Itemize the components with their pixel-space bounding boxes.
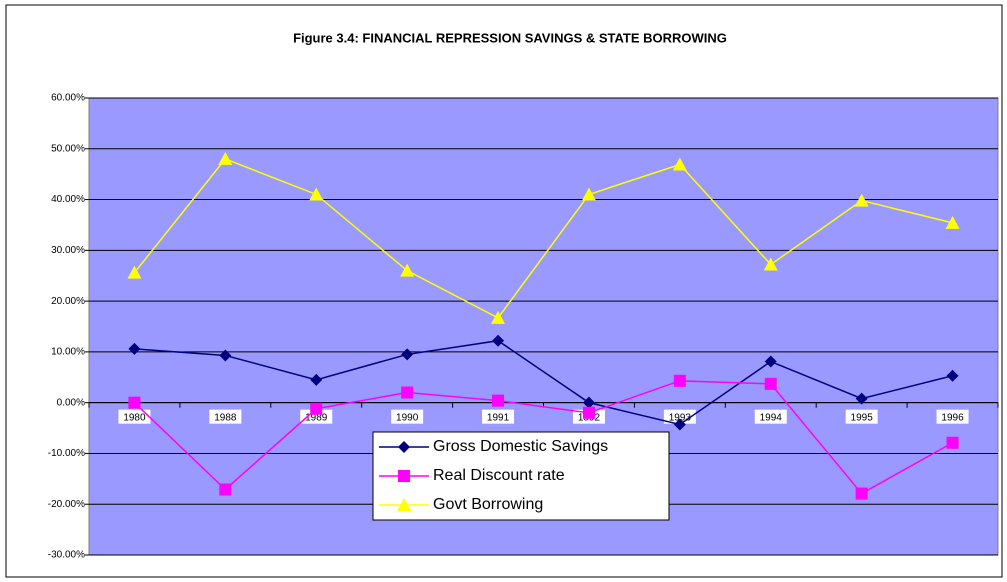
x-label-bg [300,409,333,424]
legend-marker [398,470,410,482]
marker [854,193,869,207]
marker [673,418,686,431]
y-tick-label: 20.00% [51,296,85,307]
legend-marker [398,441,410,453]
marker [309,187,324,201]
marker [582,406,595,419]
series-line [133,158,953,319]
y-tick-label: 0.00% [57,397,85,408]
x-label-bg [209,409,242,424]
y-tick-label: 50.00% [51,143,85,154]
marker [945,215,960,229]
x-label-bg [663,409,696,424]
y-tick-label: 60.00% [51,93,85,104]
x-label-bg [391,409,424,424]
marker [946,436,959,449]
series-line [134,339,953,426]
x-tick-label: 1990 [396,412,419,423]
x-label-bg [845,409,878,424]
y-tick-label: -30.00% [48,550,85,561]
legend-label: Gross Domestic Savings [433,438,608,455]
marker [582,396,595,409]
marker [492,334,505,347]
marker [764,355,777,368]
x-tick-label: 1988 [214,412,237,423]
legend-marker [397,498,411,511]
marker [855,392,868,405]
x-tick-label: 1980 [123,412,146,423]
y-tick-label: 40.00% [51,194,85,205]
x-label-bg [936,409,969,424]
y-tick-label: 10.00% [51,347,85,358]
series-line [133,380,953,495]
marker [855,487,868,500]
y-tick-label: -20.00% [48,499,85,510]
x-label-bg [482,409,515,424]
x-tick-label: 1991 [487,412,510,423]
x-tick-label: 1994 [760,412,783,423]
legend-label: Real Discount rate [433,467,565,484]
x-label-bg [754,409,787,424]
legend-label: Govt Borrowing [433,496,543,513]
marker [581,187,596,201]
marker [946,369,959,382]
marker [491,310,506,324]
x-tick-label: 1996 [941,412,964,423]
marker [492,394,505,407]
y-tick-label: 30.00% [51,245,85,256]
marker [763,257,778,271]
marker [127,265,142,279]
x-label-bg [118,409,151,424]
y-tick-label: -10.00% [48,448,85,459]
chart-title: Figure 3.4: FINANCIAL REPRESSION SAVINGS… [293,30,727,45]
marker [401,386,414,399]
x-tick-label: 1993 [669,412,692,423]
marker [218,151,233,165]
marker [764,377,777,390]
marker [400,263,415,277]
marker [673,374,686,387]
marker [219,349,232,362]
marker [310,373,323,386]
x-tick-label: 1995 [851,412,874,423]
marker [219,483,232,496]
x-tick-label: 1989 [305,412,328,423]
marker [401,348,414,361]
marker [672,157,687,171]
marker [310,402,323,415]
marker [128,342,141,355]
marker [128,396,141,409]
